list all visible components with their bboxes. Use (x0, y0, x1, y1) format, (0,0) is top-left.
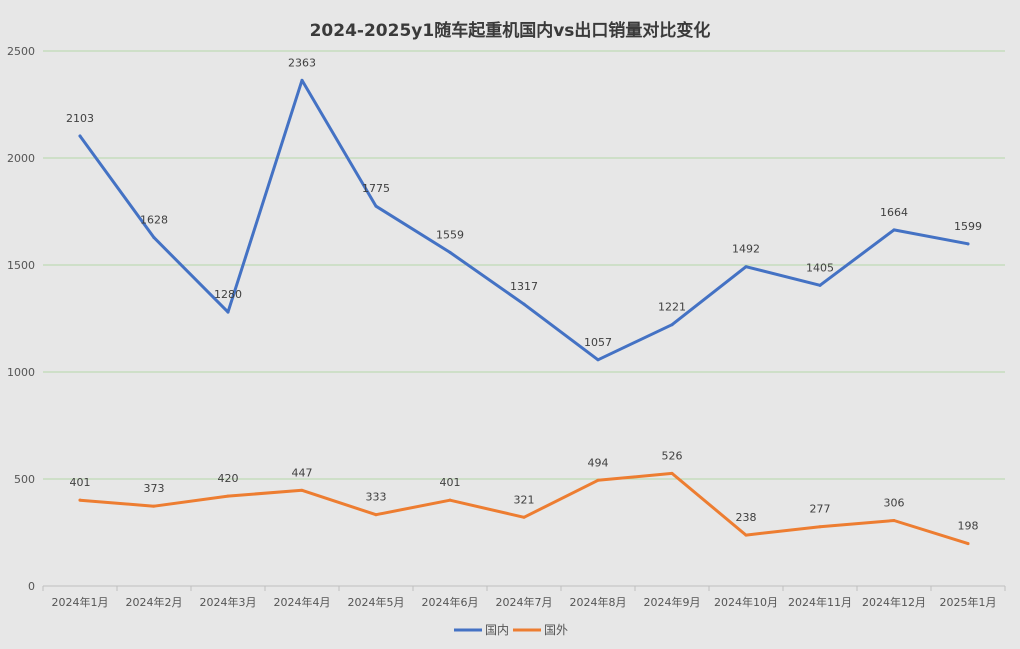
data-point (966, 542, 970, 546)
data-point (152, 504, 156, 508)
x-tick-label: 2024年8月 (570, 595, 627, 609)
data-label: 321 (514, 493, 535, 506)
data-point (374, 513, 378, 517)
x-tick-label: 2024年7月 (496, 595, 553, 609)
data-label: 1492 (732, 243, 760, 256)
data-point (226, 494, 230, 498)
data-label: 1599 (954, 220, 982, 233)
data-point (226, 310, 230, 314)
data-label: 1280 (214, 288, 242, 301)
data-label: 238 (736, 511, 757, 524)
legend-label: 国外 (544, 623, 568, 637)
legend: 国内 国外 (454, 623, 568, 637)
data-label: 1057 (584, 336, 612, 349)
data-label: 1559 (436, 228, 464, 241)
data-point (966, 242, 970, 246)
data-point (596, 478, 600, 482)
data-point (522, 515, 526, 519)
x-tick-label: 2024年2月 (126, 595, 183, 609)
data-label: 333 (366, 491, 387, 504)
data-point (670, 323, 674, 327)
x-tick-label: 2024年11月 (788, 595, 852, 609)
data-label: 1664 (880, 206, 908, 219)
x-tick-label: 2024年4月 (274, 595, 331, 609)
y-tick-label: 1000 (7, 366, 35, 379)
data-point (300, 78, 304, 82)
data-label: 1405 (806, 261, 834, 274)
x-tick-label: 2024年9月 (644, 595, 701, 609)
x-tick-label: 2024年6月 (422, 595, 479, 609)
y-axis: 0 500 1000 1500 2000 2500 (7, 45, 35, 593)
series-line-0 (78, 78, 970, 362)
y-tick-label: 0 (28, 580, 35, 593)
data-label: 420 (218, 472, 239, 485)
x-tick-label: 2024年1月 (52, 595, 109, 609)
data-point (300, 488, 304, 492)
data-point (448, 250, 452, 254)
data-label: 494 (588, 456, 609, 469)
data-label: 277 (810, 503, 831, 516)
legend-label: 国内 (485, 623, 509, 637)
chart-title: 2024-2025y1随车起重机国内vs出口销量对比变化 (310, 20, 711, 41)
data-point (892, 228, 896, 232)
data-label: 373 (144, 482, 165, 495)
data-label: 1317 (510, 280, 538, 293)
x-tick-label: 2025年1月 (940, 595, 997, 609)
x-tick-label: 2024年10月 (714, 595, 778, 609)
data-label: 1221 (658, 301, 686, 314)
y-tick-label: 2500 (7, 45, 35, 58)
x-axis: 2024年1月 2024年2月 2024年3月 2024年4月 2024年5月 2024年… (42, 585, 1006, 609)
data-label: 401 (440, 476, 461, 489)
data-label: 1775 (362, 182, 390, 195)
x-tick-label: 2024年5月 (348, 595, 405, 609)
data-point (152, 236, 156, 240)
y-tick-label: 2000 (7, 152, 35, 165)
data-point (78, 498, 82, 502)
series-line-1 (78, 471, 970, 546)
data-label: 526 (662, 449, 683, 462)
x-tick-label: 2024年3月 (200, 595, 257, 609)
data-labels: 2103 1628 1280 2363 1775 1559 1317 1057 1221 1492… (66, 56, 982, 532)
data-label: 401 (70, 476, 91, 489)
data-point (78, 134, 82, 138)
gridlines (43, 50, 1005, 480)
data-point (522, 302, 526, 306)
data-point (744, 265, 748, 269)
x-tick-label: 2024年12月 (862, 595, 926, 609)
series (78, 78, 970, 546)
data-label: 2103 (66, 112, 94, 125)
data-point (374, 204, 378, 208)
data-point (744, 533, 748, 537)
data-label: 1628 (140, 214, 168, 227)
y-tick-label: 1500 (7, 259, 35, 272)
data-label: 2363 (288, 56, 316, 69)
y-tick-label: 500 (14, 473, 35, 486)
data-point (818, 525, 822, 529)
data-label: 198 (958, 520, 979, 533)
data-point (448, 498, 452, 502)
data-label: 306 (884, 497, 905, 510)
data-point (892, 519, 896, 523)
data-point (818, 283, 822, 287)
data-label: 447 (292, 466, 313, 479)
data-point (596, 358, 600, 362)
data-point (670, 471, 674, 475)
